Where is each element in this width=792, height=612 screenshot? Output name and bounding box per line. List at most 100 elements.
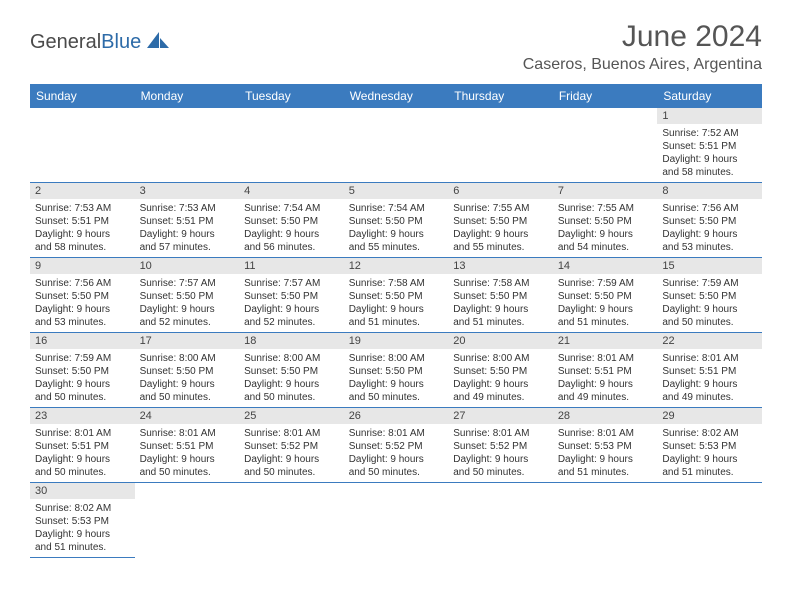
day-number: 11 (239, 258, 344, 274)
day-info-line: Sunrise: 8:01 AM (558, 427, 653, 440)
day-info-line: and 55 minutes. (453, 241, 548, 254)
day-info-line: Sunset: 5:50 PM (662, 215, 757, 228)
day-info-line: and 50 minutes. (244, 391, 339, 404)
location: Caseros, Buenos Aires, Argentina (523, 56, 762, 74)
month-title: June 2024 (523, 20, 762, 54)
day-box: 2Sunrise: 7:53 AMSunset: 5:51 PMDaylight… (30, 183, 135, 257)
day-number: 30 (30, 483, 135, 499)
day-info-line: Sunset: 5:53 PM (662, 440, 757, 453)
day-info-line: Daylight: 9 hours (244, 453, 339, 466)
day-info-line: Daylight: 9 hours (35, 528, 130, 541)
day-box: 26Sunrise: 8:01 AMSunset: 5:52 PMDayligh… (344, 408, 449, 482)
day-info-line: and 51 minutes. (662, 466, 757, 479)
day-info: Sunrise: 8:02 AMSunset: 5:53 PMDaylight:… (30, 499, 135, 557)
day-info: Sunrise: 7:57 AMSunset: 5:50 PMDaylight:… (239, 274, 344, 332)
calendar-cell: 26Sunrise: 8:01 AMSunset: 5:52 PMDayligh… (344, 408, 449, 483)
day-info: Sunrise: 8:01 AMSunset: 5:52 PMDaylight:… (344, 424, 449, 482)
day-box: 16Sunrise: 7:59 AMSunset: 5:50 PMDayligh… (30, 333, 135, 407)
day-info: Sunrise: 8:01 AMSunset: 5:51 PMDaylight:… (30, 424, 135, 482)
calendar-cell (553, 108, 658, 183)
calendar-cell (553, 483, 658, 558)
day-info-line: Sunrise: 7:55 AM (558, 202, 653, 215)
day-box: 13Sunrise: 7:58 AMSunset: 5:50 PMDayligh… (448, 258, 553, 332)
day-number: 21 (553, 333, 658, 349)
day-info-line: Sunset: 5:51 PM (662, 365, 757, 378)
day-info-line: and 58 minutes. (35, 241, 130, 254)
calendar-row: 23Sunrise: 8:01 AMSunset: 5:51 PMDayligh… (30, 408, 762, 483)
day-info-line: and 56 minutes. (244, 241, 339, 254)
day-info: Sunrise: 8:00 AMSunset: 5:50 PMDaylight:… (448, 349, 553, 407)
day-box: 23Sunrise: 8:01 AMSunset: 5:51 PMDayligh… (30, 408, 135, 482)
day-info-line: Daylight: 9 hours (349, 378, 444, 391)
day-number: 18 (239, 333, 344, 349)
day-box: 18Sunrise: 8:00 AMSunset: 5:50 PMDayligh… (239, 333, 344, 407)
title-block: June 2024 Caseros, Buenos Aires, Argenti… (523, 20, 762, 74)
day-info-line: Sunset: 5:52 PM (349, 440, 444, 453)
day-info-line: and 50 minutes. (349, 466, 444, 479)
day-info: Sunrise: 8:01 AMSunset: 5:51 PMDaylight:… (657, 349, 762, 407)
day-info-line: Sunrise: 7:57 AM (140, 277, 235, 290)
day-header: Wednesday (344, 84, 449, 108)
day-info-line: Sunrise: 8:01 AM (453, 427, 548, 440)
day-info-line: Daylight: 9 hours (453, 378, 548, 391)
calendar-row: 30Sunrise: 8:02 AMSunset: 5:53 PMDayligh… (30, 483, 762, 558)
calendar-cell: 20Sunrise: 8:00 AMSunset: 5:50 PMDayligh… (448, 333, 553, 408)
day-header: Thursday (448, 84, 553, 108)
day-info-line: Sunrise: 7:53 AM (35, 202, 130, 215)
day-number: 1 (657, 108, 762, 124)
day-header: Tuesday (239, 84, 344, 108)
day-info-line: and 51 minutes. (558, 316, 653, 329)
day-info: Sunrise: 7:54 AMSunset: 5:50 PMDaylight:… (344, 199, 449, 257)
day-info-line: and 49 minutes. (662, 391, 757, 404)
day-info: Sunrise: 7:58 AMSunset: 5:50 PMDaylight:… (448, 274, 553, 332)
day-number: 19 (344, 333, 449, 349)
day-info-line: Sunrise: 7:59 AM (35, 352, 130, 365)
calendar-cell: 18Sunrise: 8:00 AMSunset: 5:50 PMDayligh… (239, 333, 344, 408)
day-info-line: Sunset: 5:50 PM (349, 365, 444, 378)
day-box: 19Sunrise: 8:00 AMSunset: 5:50 PMDayligh… (344, 333, 449, 407)
day-number: 13 (448, 258, 553, 274)
calendar-cell (135, 483, 240, 558)
day-box: 22Sunrise: 8:01 AMSunset: 5:51 PMDayligh… (657, 333, 762, 407)
day-box: 24Sunrise: 8:01 AMSunset: 5:51 PMDayligh… (135, 408, 240, 482)
day-info: Sunrise: 8:01 AMSunset: 5:51 PMDaylight:… (553, 349, 658, 407)
calendar-page: GeneralBlue June 2024 Caseros, Buenos Ai… (0, 0, 792, 578)
calendar-cell: 25Sunrise: 8:01 AMSunset: 5:52 PMDayligh… (239, 408, 344, 483)
day-number: 10 (135, 258, 240, 274)
calendar-cell: 14Sunrise: 7:59 AMSunset: 5:50 PMDayligh… (553, 258, 658, 333)
calendar-cell: 9Sunrise: 7:56 AMSunset: 5:50 PMDaylight… (30, 258, 135, 333)
day-info: Sunrise: 8:00 AMSunset: 5:50 PMDaylight:… (239, 349, 344, 407)
day-info-line: and 49 minutes. (558, 391, 653, 404)
day-number: 3 (135, 183, 240, 199)
day-info-line: Daylight: 9 hours (35, 453, 130, 466)
logo-text-2: Blue (101, 31, 141, 54)
day-box: 5Sunrise: 7:54 AMSunset: 5:50 PMDaylight… (344, 183, 449, 257)
day-info-line: and 50 minutes. (662, 316, 757, 329)
day-number: 23 (30, 408, 135, 424)
day-box: 12Sunrise: 7:58 AMSunset: 5:50 PMDayligh… (344, 258, 449, 332)
calendar-cell: 8Sunrise: 7:56 AMSunset: 5:50 PMDaylight… (657, 183, 762, 258)
day-info-line: Daylight: 9 hours (140, 453, 235, 466)
day-info-line: Sunset: 5:51 PM (558, 365, 653, 378)
day-info-line: and 52 minutes. (244, 316, 339, 329)
day-info: Sunrise: 7:54 AMSunset: 5:50 PMDaylight:… (239, 199, 344, 257)
day-info-line: Daylight: 9 hours (558, 453, 653, 466)
day-info-line: Sunset: 5:50 PM (244, 215, 339, 228)
day-info-line: Daylight: 9 hours (558, 378, 653, 391)
day-box: 29Sunrise: 8:02 AMSunset: 5:53 PMDayligh… (657, 408, 762, 482)
calendar-cell: 6Sunrise: 7:55 AMSunset: 5:50 PMDaylight… (448, 183, 553, 258)
day-info-line: Sunset: 5:53 PM (35, 515, 130, 528)
day-info-line: Sunrise: 7:52 AM (662, 127, 757, 140)
day-info-line: Daylight: 9 hours (558, 303, 653, 316)
calendar-cell: 5Sunrise: 7:54 AMSunset: 5:50 PMDaylight… (344, 183, 449, 258)
day-info-line: Daylight: 9 hours (349, 453, 444, 466)
day-info-line: and 50 minutes. (140, 466, 235, 479)
day-number: 6 (448, 183, 553, 199)
day-info-line: Sunset: 5:50 PM (453, 290, 548, 303)
day-info-line: Daylight: 9 hours (662, 303, 757, 316)
day-info-line: Sunrise: 8:01 AM (349, 427, 444, 440)
day-info-line: Sunrise: 8:02 AM (662, 427, 757, 440)
day-box: 17Sunrise: 8:00 AMSunset: 5:50 PMDayligh… (135, 333, 240, 407)
day-info-line: Sunset: 5:50 PM (244, 290, 339, 303)
calendar-cell: 16Sunrise: 7:59 AMSunset: 5:50 PMDayligh… (30, 333, 135, 408)
